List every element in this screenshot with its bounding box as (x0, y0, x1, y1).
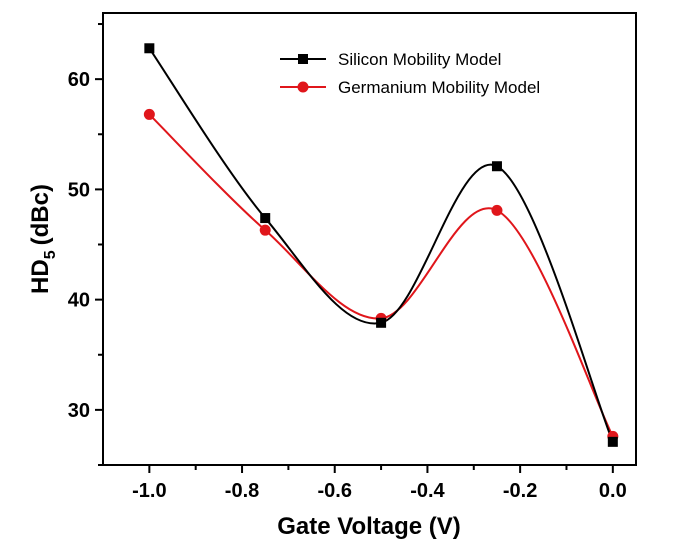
x-axis-title: Gate Voltage (V) (277, 513, 461, 540)
x-tick-label: -0.6 (318, 480, 352, 502)
y-axis-title-unit: (dBc) (27, 184, 54, 245)
data-point-silicon (260, 213, 271, 224)
x-tick-label: -0.8 (225, 480, 259, 502)
y-axis-title-main: HD (27, 259, 54, 294)
legend-item-silicon: Silicon Mobility Model (280, 50, 501, 69)
data-point-silicon (376, 317, 387, 328)
legend-label-silicon: Silicon Mobility Model (338, 50, 501, 69)
y-axis-title: HD5 (dBc) (27, 184, 59, 294)
y-tick-label: 40 (68, 290, 90, 312)
data-point-germanium (491, 204, 503, 216)
data-point-silicon (607, 436, 618, 447)
legend: Silicon Mobility Model Germanium Mobilit… (280, 50, 540, 97)
series-line-germanium (148, 113, 614, 437)
legend-item-germanium: Germanium Mobility Model (280, 78, 540, 97)
y-tick-label: 30 (68, 400, 90, 422)
x-tick-label: -0.4 (410, 480, 445, 502)
x-axis-ticks: -1.0 -0.8 -0.6 -0.4 -0.2 0.0 (132, 465, 627, 502)
data-point-silicon (144, 43, 155, 54)
legend-label-germanium: Germanium Mobility Model (338, 78, 540, 97)
plot-frame (102, 12, 637, 466)
series-layer (143, 43, 619, 447)
data-point-germanium (143, 108, 155, 120)
data-point-germanium (259, 224, 271, 236)
x-tick-label: 0.0 (599, 480, 627, 502)
svg-text:HD5(dBc): HD5 (dBc) (27, 184, 59, 294)
y-tick-label: 50 (68, 179, 90, 201)
x-tick-label: -1.0 (132, 480, 166, 502)
series-line-silicon (148, 47, 614, 443)
x-tick-label: -0.2 (503, 480, 537, 502)
y-tick-label: 60 (68, 69, 90, 91)
y-axis-title-subscript: 5 (42, 250, 59, 259)
data-point-silicon (491, 161, 502, 172)
y-axis-ticks: 30 40 50 60 (68, 23, 103, 466)
